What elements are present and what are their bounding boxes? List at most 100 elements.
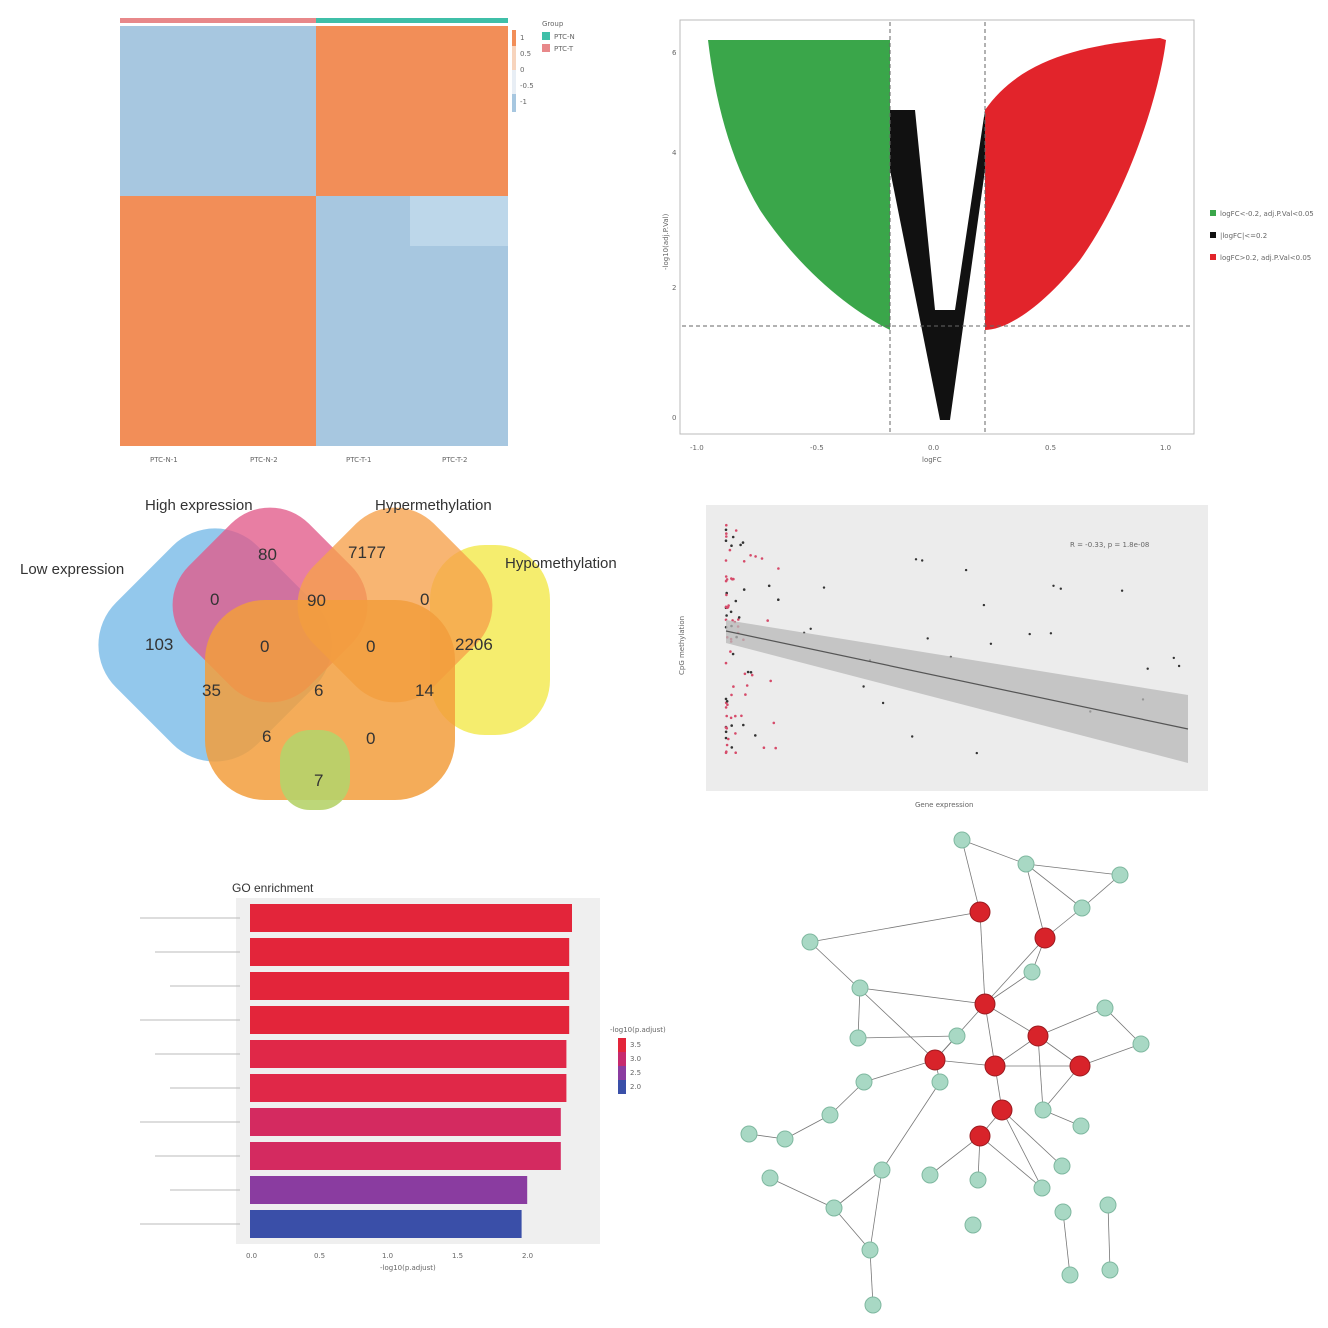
legend-label-ptc-t: PTC-T <box>554 45 574 53</box>
network-edge <box>961 839 1027 865</box>
scale-tick: -1 <box>520 98 527 106</box>
go-legend-title: -log10(p.adjust) <box>610 1026 666 1034</box>
x-tick: 0.5 <box>1045 444 1056 452</box>
hub-gene-node <box>969 1125 991 1147</box>
network-edge <box>1037 1035 1044 1111</box>
scale-tick: 0.5 <box>520 50 531 58</box>
scatter-point <box>809 627 812 630</box>
network-edge <box>979 1135 1043 1189</box>
scatter-point <box>724 736 728 740</box>
go-x-tick: 1.5 <box>452 1252 463 1260</box>
gene-node <box>921 1166 939 1184</box>
network-panel <box>730 820 1150 1320</box>
scatter-point <box>729 650 732 653</box>
y-axis-label: CpG methylation <box>678 616 686 675</box>
volcano-svg: -1.0 -0.5 0.0 0.5 1.0 logFC 0 2 4 6 -log… <box>662 19 1314 464</box>
network-edge <box>1025 863 1083 909</box>
gene-node <box>953 831 971 849</box>
go-legend-midlow <box>618 1066 626 1080</box>
gene-node <box>969 1171 987 1189</box>
venn-label-hypo: Hypomethylation <box>505 555 617 572</box>
scatter-point <box>1146 667 1149 670</box>
gene-node <box>851 979 869 997</box>
scatter-point <box>881 701 885 705</box>
scatter-point <box>862 685 865 688</box>
scatter-point <box>725 614 728 617</box>
venn-count: 14 <box>415 681 434 700</box>
gene-node <box>864 1296 882 1314</box>
hub-gene-node <box>1027 1025 1049 1047</box>
network-svg <box>740 831 1150 1314</box>
venn-count: 6 <box>262 727 271 746</box>
scatter-point <box>754 734 757 737</box>
gene-node <box>761 1169 779 1187</box>
group-bar-ptc-t <box>316 18 508 23</box>
heatmap-block-1 <box>120 26 316 196</box>
go-bar <box>250 1108 561 1136</box>
venn-label-high: High expression <box>145 497 253 514</box>
y-tick: 6 <box>672 49 677 57</box>
group-bar-ptc-n <box>120 18 316 23</box>
scatter-point <box>914 558 918 561</box>
go-svg: GO enrichment -log10(p.adjust) 3.5 3.0 2… <box>140 881 666 1272</box>
venn-count: 80 <box>258 545 277 564</box>
network-edge <box>1025 863 1121 876</box>
venn-count: 2206 <box>455 635 493 654</box>
scatter-point <box>762 746 766 749</box>
venn-count: 6 <box>314 681 323 700</box>
scatter-point <box>741 541 745 544</box>
legend-swatch-up <box>1210 254 1216 260</box>
scatter-point <box>989 642 993 645</box>
go-legend-mid <box>618 1052 626 1066</box>
go-title: GO enrichment <box>232 881 314 895</box>
network-edge <box>979 911 986 1005</box>
gene-node <box>855 1073 873 1091</box>
scatter-point <box>1172 656 1175 660</box>
x-axis-label: Gene expression <box>915 801 973 809</box>
legend-label-down: logFC<-0.2, adj.P.Val<0.05 <box>1220 210 1314 218</box>
scale-low <box>512 94 516 112</box>
gene-node <box>1034 1101 1052 1119</box>
scatter-point <box>982 603 986 607</box>
scatter-point <box>725 535 728 538</box>
scatter-point <box>731 535 735 539</box>
network-edge <box>984 937 1046 1005</box>
network-edge <box>809 911 981 943</box>
go-bars <box>140 904 572 1238</box>
network-edge <box>859 987 986 1005</box>
scatter-point <box>724 661 728 665</box>
go-legend-low <box>618 1080 626 1094</box>
scatter-point <box>724 575 728 578</box>
go-x-tick: 2.0 <box>522 1252 533 1260</box>
scatter-point <box>749 554 752 557</box>
scatter-point <box>725 578 729 581</box>
scatter-point <box>730 746 734 749</box>
scatter-point <box>744 693 747 696</box>
go-panel: GO enrichment -log10(p.adjust) 3.5 3.0 2… <box>20 870 680 1300</box>
scatter-point <box>1177 664 1181 668</box>
scatter-point <box>730 544 733 547</box>
scatter-point <box>766 619 769 622</box>
go-x-axis-label: -log10(p.adjust) <box>380 1264 436 1272</box>
heatmap-panel: 1 0.5 0 -0.5 -1 Group PTC-N PTC-T PTC-N-… <box>110 10 610 470</box>
scatter-point <box>1052 584 1055 587</box>
venn-count: 35 <box>202 681 221 700</box>
scatter-point <box>740 714 743 718</box>
network-edge <box>961 839 981 913</box>
network-edge <box>1025 863 1046 939</box>
venn-count: 90 <box>307 591 326 610</box>
gene-node <box>849 1029 867 1047</box>
scatter-point <box>926 637 929 640</box>
scatter-point <box>742 723 745 727</box>
scatter-point <box>750 673 754 677</box>
y-tick: 4 <box>672 149 677 157</box>
scatter-point <box>725 700 729 703</box>
scale-high <box>512 30 516 46</box>
x-axis-label: logFC <box>922 456 942 464</box>
heatmap-svg: 1 0.5 0 -0.5 -1 Group PTC-N PTC-T PTC-N-… <box>120 18 575 464</box>
go-legend-high <box>618 1038 626 1052</box>
go-bar <box>250 1074 567 1102</box>
scatter-point <box>728 548 732 552</box>
x-tick: -0.5 <box>810 444 824 452</box>
scatter-point <box>730 724 733 727</box>
